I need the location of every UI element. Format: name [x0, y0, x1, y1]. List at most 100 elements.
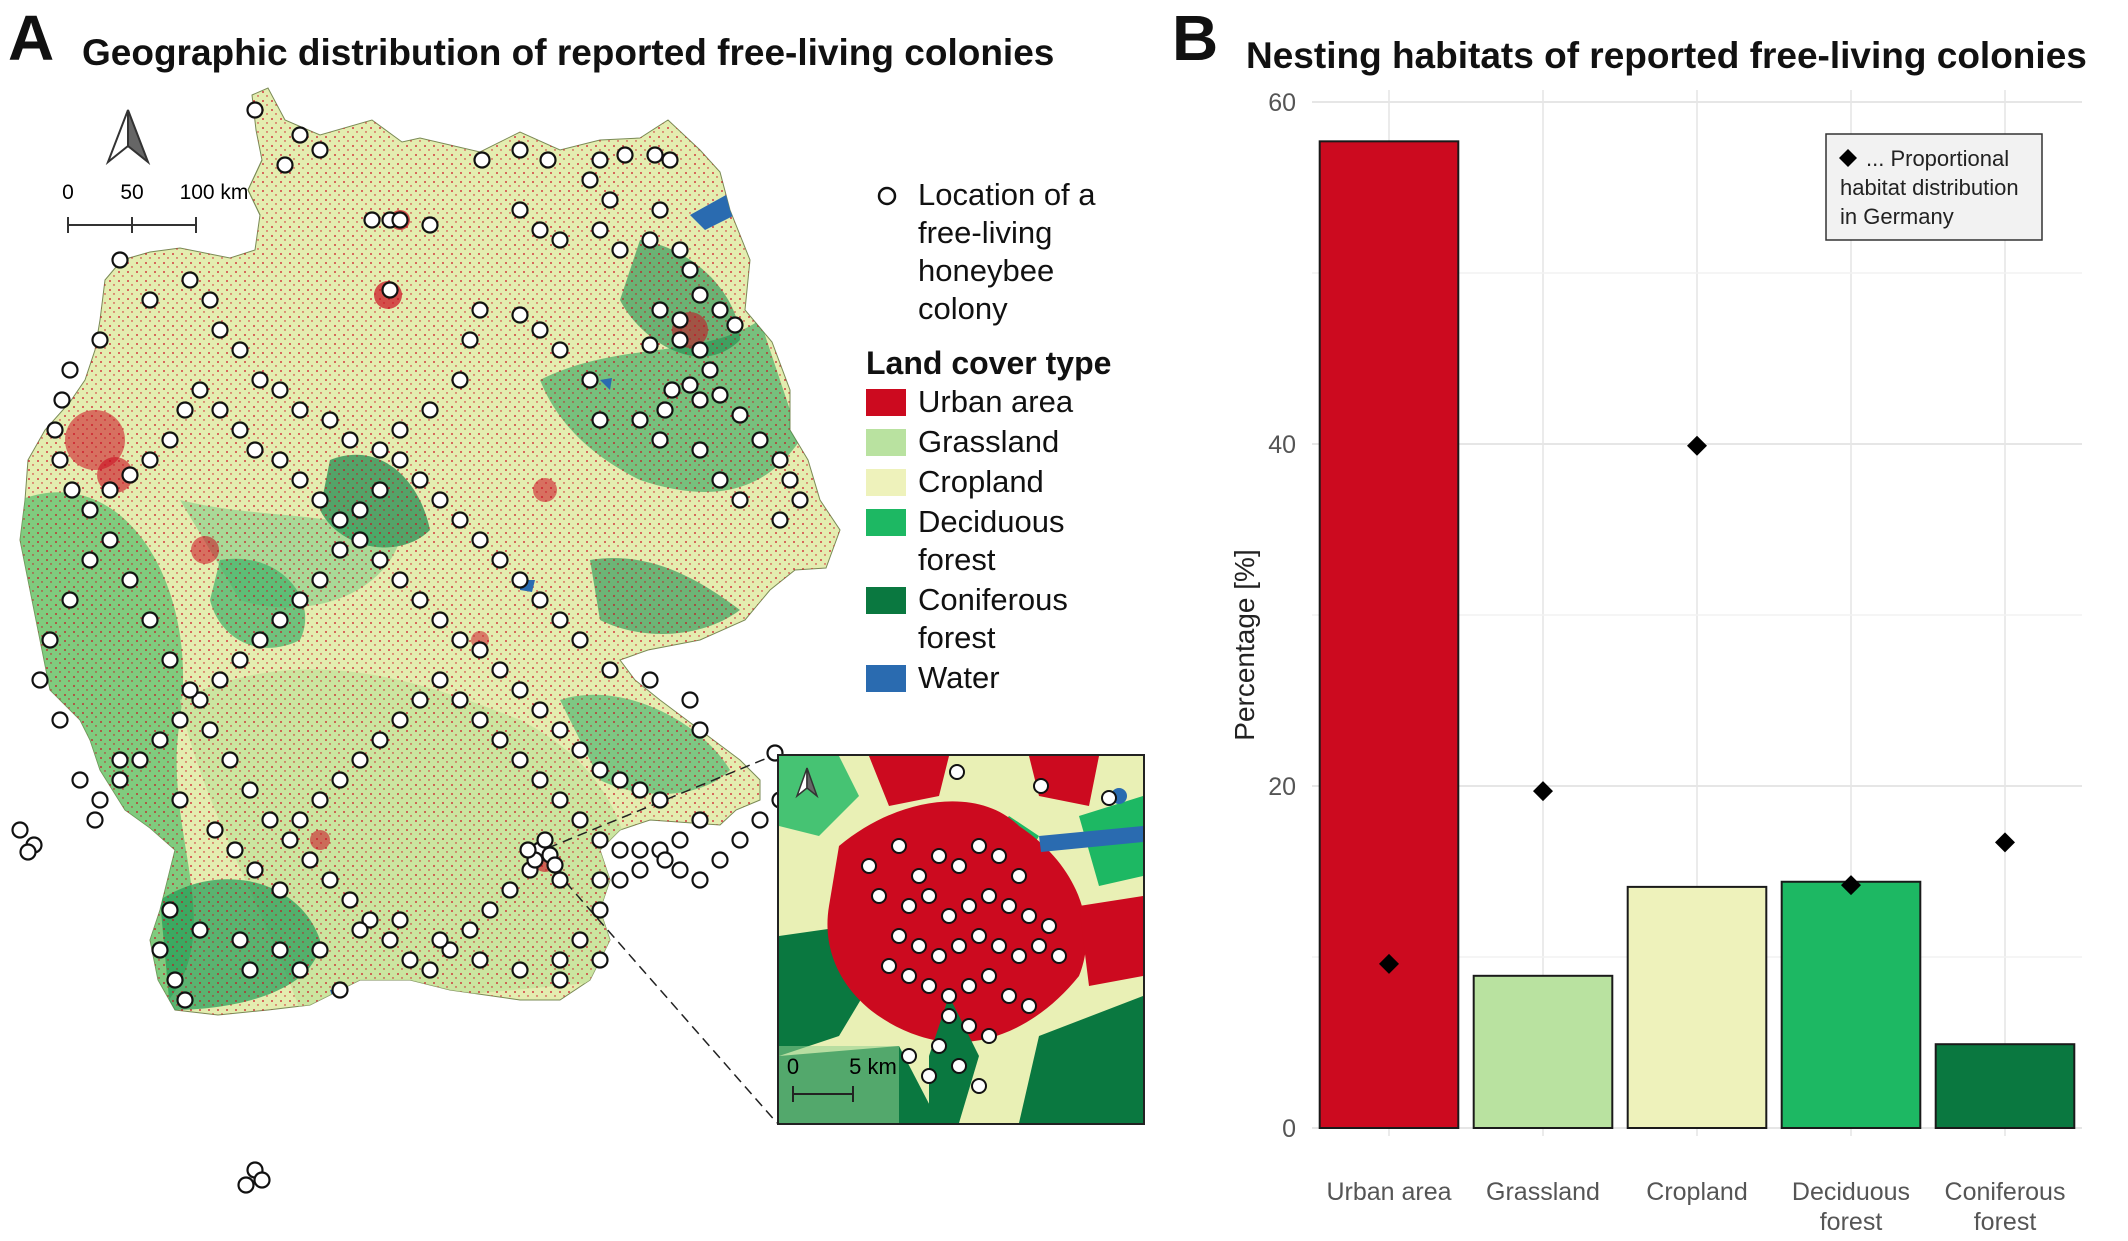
colony-marker — [691, 871, 709, 889]
colony-marker — [771, 451, 789, 469]
inset-colony-marker — [911, 938, 927, 954]
colony-marker — [431, 491, 449, 509]
colony-marker — [201, 721, 219, 739]
colony-marker — [121, 571, 139, 589]
diamond-marker — [1687, 435, 1707, 456]
colony-marker — [611, 871, 629, 889]
colony-marker — [191, 381, 209, 399]
colony-marker — [411, 471, 429, 489]
colony-marker — [331, 511, 349, 529]
colony-marker — [671, 861, 689, 879]
legend-heading: Land cover type — [866, 345, 1112, 381]
colony-marker — [641, 231, 659, 249]
y-tick-label: 60 — [1268, 89, 1296, 117]
colony-marker — [311, 491, 329, 509]
x-axis-ticks: Urban area Grassland Cropland Deciduousfore… — [1326, 1178, 2065, 1235]
colony-marker — [631, 411, 649, 429]
colony-marker — [471, 711, 489, 729]
colony-marker — [371, 481, 389, 499]
colony-marker — [461, 921, 479, 939]
panel-b-letter: B — [1172, 2, 1219, 74]
colony-marker — [551, 951, 569, 969]
inset-colony-marker — [901, 898, 917, 914]
colony-marker — [551, 971, 569, 989]
colony-marker — [371, 731, 389, 749]
y-axis-label: Percentage [%] — [1229, 549, 1260, 740]
colony-marker — [591, 151, 609, 169]
inset-colony-marker — [921, 1068, 937, 1084]
colony-marker — [539, 151, 557, 169]
colony-marker — [141, 611, 159, 629]
colony-marker — [241, 961, 259, 979]
colony-marker — [291, 591, 309, 609]
colony-marker — [391, 911, 409, 929]
inset-colony-marker — [1011, 868, 1027, 884]
colony-marker — [351, 751, 369, 769]
colony-marker — [551, 871, 569, 889]
inset-colony-marker — [1051, 948, 1067, 964]
x-tick-label: Deciduous — [1792, 1178, 1910, 1206]
colony-marker — [246, 101, 264, 119]
colony-marker — [641, 336, 659, 354]
colony-marker — [491, 731, 509, 749]
colony-marker — [231, 651, 249, 669]
colony-marker — [731, 406, 749, 424]
inset-colony-marker — [961, 978, 977, 994]
inset-colony-marker — [951, 1058, 967, 1074]
colony-marker — [71, 771, 89, 789]
colony-marker — [341, 891, 359, 909]
colony-marker — [681, 261, 699, 279]
colony-marker — [311, 141, 329, 159]
inset-colony-marker — [1011, 948, 1027, 964]
chart-legend: ... Proportional habitat distribution in G… — [1825, 133, 2043, 241]
legend-label-deciduous: Deciduous forest — [918, 503, 1064, 579]
colony-marker — [176, 991, 194, 1009]
colony-marker — [531, 221, 549, 239]
colony-marker — [656, 401, 674, 419]
colony-marker — [171, 711, 189, 729]
diamond-marker — [1379, 953, 1399, 974]
colony-marker — [581, 171, 599, 189]
legend-label-line: Deciduous — [918, 504, 1065, 539]
colony-marker — [51, 711, 69, 729]
colony-marker — [531, 591, 549, 609]
colony-marker — [431, 611, 449, 629]
colony-marker — [381, 281, 399, 299]
inset-colony-marker — [971, 928, 987, 944]
bar-coniferous-forest — [1934, 1043, 2076, 1130]
colony-marker — [311, 571, 329, 589]
colony-marker — [46, 421, 64, 439]
panel-a-letter: A — [8, 2, 55, 74]
diamond-marker — [1841, 875, 1861, 896]
colony-marker — [571, 811, 589, 829]
colony-marker — [331, 771, 349, 789]
colony-marker — [271, 381, 289, 399]
colony-marker — [251, 631, 269, 649]
colony-marker — [371, 441, 389, 459]
legend-swatch-water — [866, 665, 906, 692]
colony-marker — [671, 241, 689, 259]
colony-marker — [411, 591, 429, 609]
colony-marker — [471, 641, 489, 659]
germany-map: 0 50 100 km — [11, 87, 841, 1194]
x-tick-label: forest — [1974, 1208, 2037, 1235]
inset-colony-marker — [951, 938, 967, 954]
legend-swatch-deciduous — [866, 509, 906, 536]
colony-marker — [81, 501, 99, 519]
colony-marker — [791, 491, 809, 509]
colony-marker — [101, 481, 119, 499]
colony-marker — [151, 941, 169, 959]
colony-marker — [276, 156, 294, 174]
colony-marker — [61, 591, 79, 609]
colony-marker — [321, 411, 339, 429]
x-tick-label: Cropland — [1646, 1178, 1747, 1206]
inset-colony-marker — [931, 848, 947, 864]
inset-scalebar-label-0: 0 — [787, 1054, 799, 1079]
colony-marker — [481, 901, 499, 919]
inset-colony-marker — [1041, 918, 1057, 934]
colony-marker — [451, 511, 469, 529]
inset-colony-marker — [1033, 778, 1049, 794]
colony-marker — [591, 831, 609, 849]
colony-marker — [363, 211, 381, 229]
colony-marker — [401, 951, 419, 969]
